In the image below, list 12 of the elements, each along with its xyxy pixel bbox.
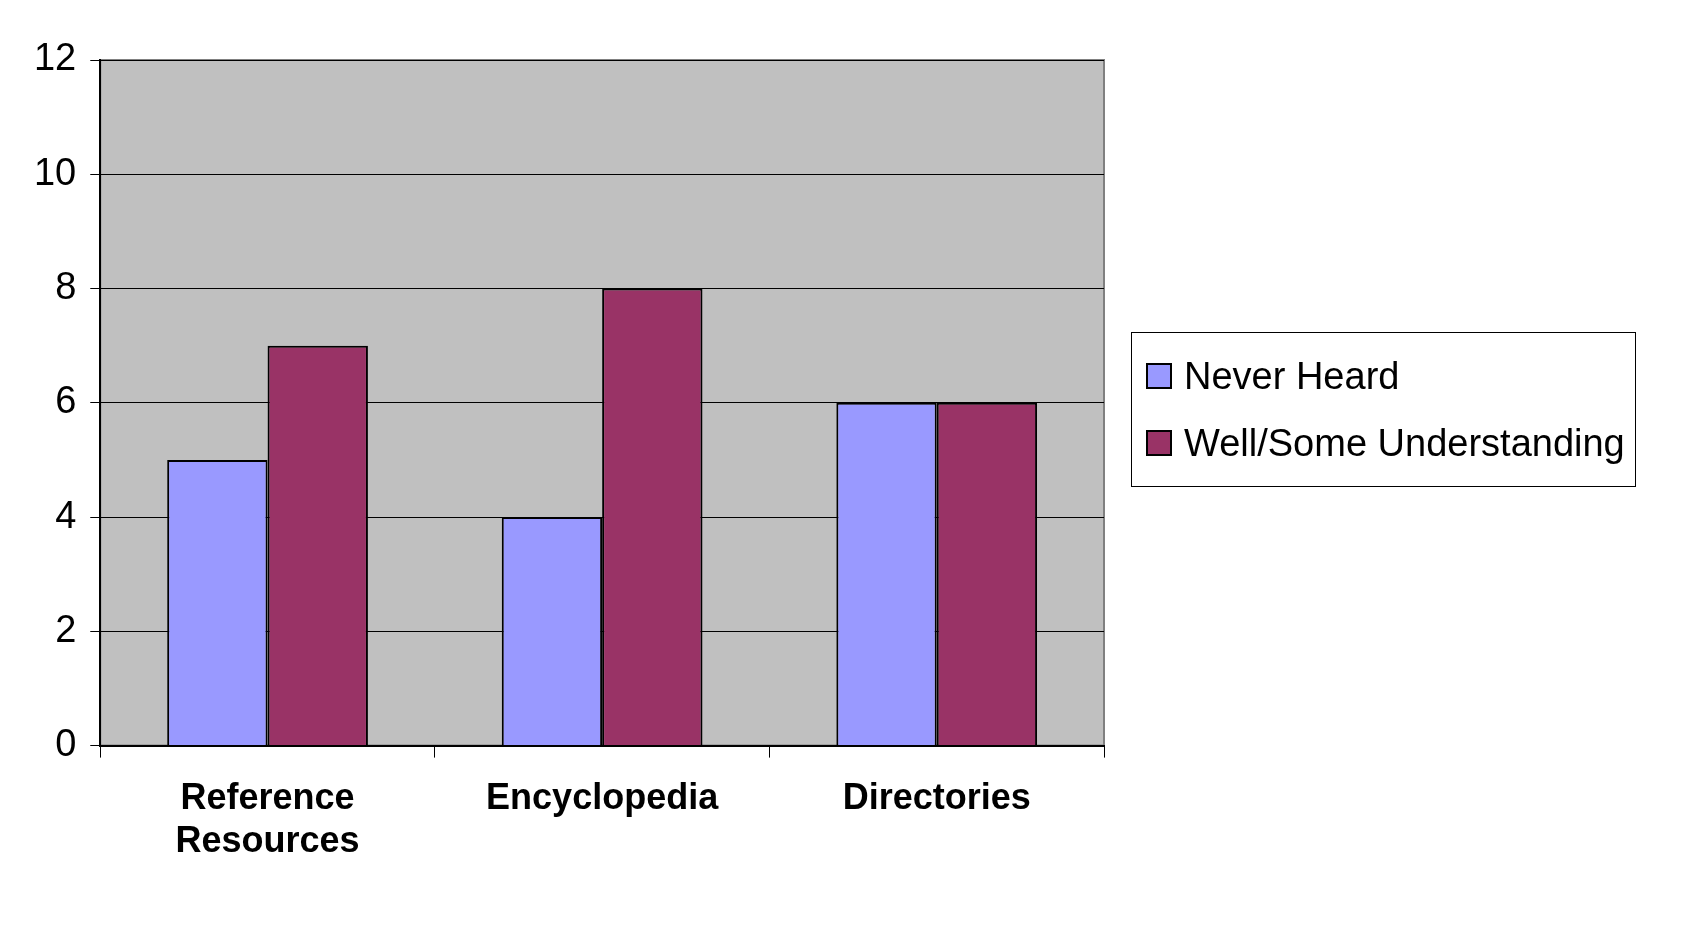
- y-tick-label: 8: [55, 265, 77, 308]
- x-tick-label: Directories: [842, 776, 1031, 818]
- y-tick-label: 4: [55, 493, 77, 536]
- y-tick-label: 12: [33, 36, 77, 79]
- legend-label: Well/Some Understanding: [1184, 420, 1625, 466]
- y-tick-label: 10: [33, 150, 77, 193]
- y-tick-label: 2: [55, 607, 77, 650]
- legend-label: Never Heard: [1184, 354, 1400, 399]
- y-tick-label: 6: [55, 379, 77, 422]
- x-tick-label: Reference Resources: [175, 776, 360, 861]
- x-tick-label: Encyclopedia: [486, 776, 720, 818]
- y-tick-label: 0: [55, 722, 77, 765]
